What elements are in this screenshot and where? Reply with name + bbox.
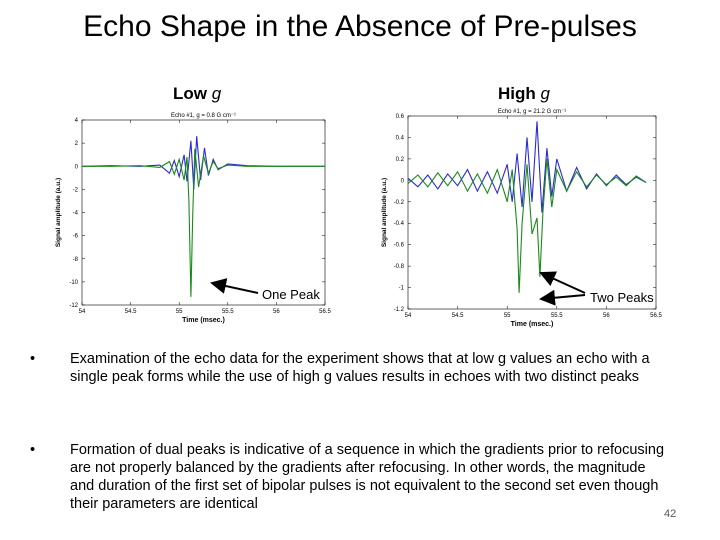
- x-tick-label: 56: [603, 313, 610, 319]
- x-tick-label: 56: [273, 309, 280, 315]
- x-tick-label: 55: [504, 313, 511, 319]
- y-tick-label: 0: [75, 164, 79, 170]
- high-g-echo-chart: Echo #1, g = 21.2 G cm⁻¹ 0.6 0.4 0.2 0 -0.2 -0…: [381, 109, 662, 328]
- chart-title: Echo #1, g = 21.2 G cm⁻¹: [498, 109, 566, 115]
- y-tick-label: -8: [73, 257, 79, 263]
- y-tick-label: -1: [399, 286, 405, 292]
- y-tick-label: -0.2: [394, 200, 405, 206]
- series-line-green: [82, 148, 325, 297]
- plot-frame: [81, 119, 326, 306]
- y-tick-label: -4: [73, 211, 79, 217]
- y-tick-label: 0: [401, 178, 405, 184]
- x-tick-label: 54: [405, 313, 412, 319]
- y-tick-label: -1.2: [394, 307, 405, 313]
- y-tick-label: 0.4: [396, 135, 405, 141]
- y-tick-label: -12: [69, 303, 78, 309]
- y-tick-label: -0.4: [394, 221, 405, 227]
- low-g-label-prefix: Low: [173, 84, 212, 103]
- low-g-echo-chart: Echo #1, g = 0.8 G cm⁻¹ 4 2 0 -2 -4 -6 -8 -10 -12…: [55, 113, 331, 324]
- y-tick-label: 2: [75, 141, 79, 147]
- series-line-green: [407, 158, 647, 293]
- x-axis-label: Time (msec.): [511, 321, 554, 328]
- low-g-label: Low g: [173, 84, 221, 104]
- bullet-marker: •: [30, 442, 36, 458]
- y-tick-label: 4: [75, 118, 79, 124]
- two-peaks-callout: Two Peaks: [590, 290, 654, 305]
- y-tick-label: -10: [69, 280, 78, 286]
- high-g-label-italic: g: [540, 84, 550, 103]
- x-axis-label: Time (msec.): [182, 317, 225, 324]
- bullet-text: Formation of dual peaks is indicative of…: [70, 442, 665, 512]
- slide-title: Echo Shape in the Absence of Pre-pulses: [83, 10, 637, 43]
- x-tick-label: 54.5: [125, 309, 137, 315]
- x-tick-label: 56.5: [650, 313, 662, 319]
- bullet-text: Examination of the echo data for the exp…: [70, 351, 650, 385]
- x-tick-label: 55: [176, 309, 183, 315]
- high-g-label: High g: [498, 84, 550, 104]
- y-tick-label: -6: [73, 234, 79, 240]
- y-tick-label: -0.8: [394, 264, 405, 270]
- x-tick-label: 55.5: [551, 313, 563, 319]
- page-number: 42: [664, 508, 677, 520]
- y-tick-label: 0.2: [396, 157, 405, 163]
- y-tick-label: -0.6: [394, 243, 405, 249]
- chart-title: Echo #1, g = 0.8 G cm⁻¹: [171, 113, 236, 119]
- series-line-blue: [81, 136, 325, 190]
- high-g-label-prefix: High: [498, 84, 541, 103]
- x-tick-label: 55.5: [222, 309, 234, 315]
- x-tick-label: 54.5: [452, 313, 464, 319]
- x-tick-label: 54: [79, 309, 86, 315]
- plot-frame: [407, 115, 657, 310]
- low-g-label-italic: g: [211, 84, 222, 103]
- one-peak-callout: One Peak: [262, 287, 320, 302]
- y-axis-label: Signal amplitude (a.u.): [381, 178, 388, 247]
- bullet-marker: •: [30, 351, 36, 367]
- y-tick-label: -2: [73, 187, 79, 193]
- x-tick-label: 56.5: [319, 309, 331, 315]
- y-axis-label: Signal amplitude (a.u.): [55, 178, 62, 247]
- y-tick-label: 0.6: [396, 114, 405, 120]
